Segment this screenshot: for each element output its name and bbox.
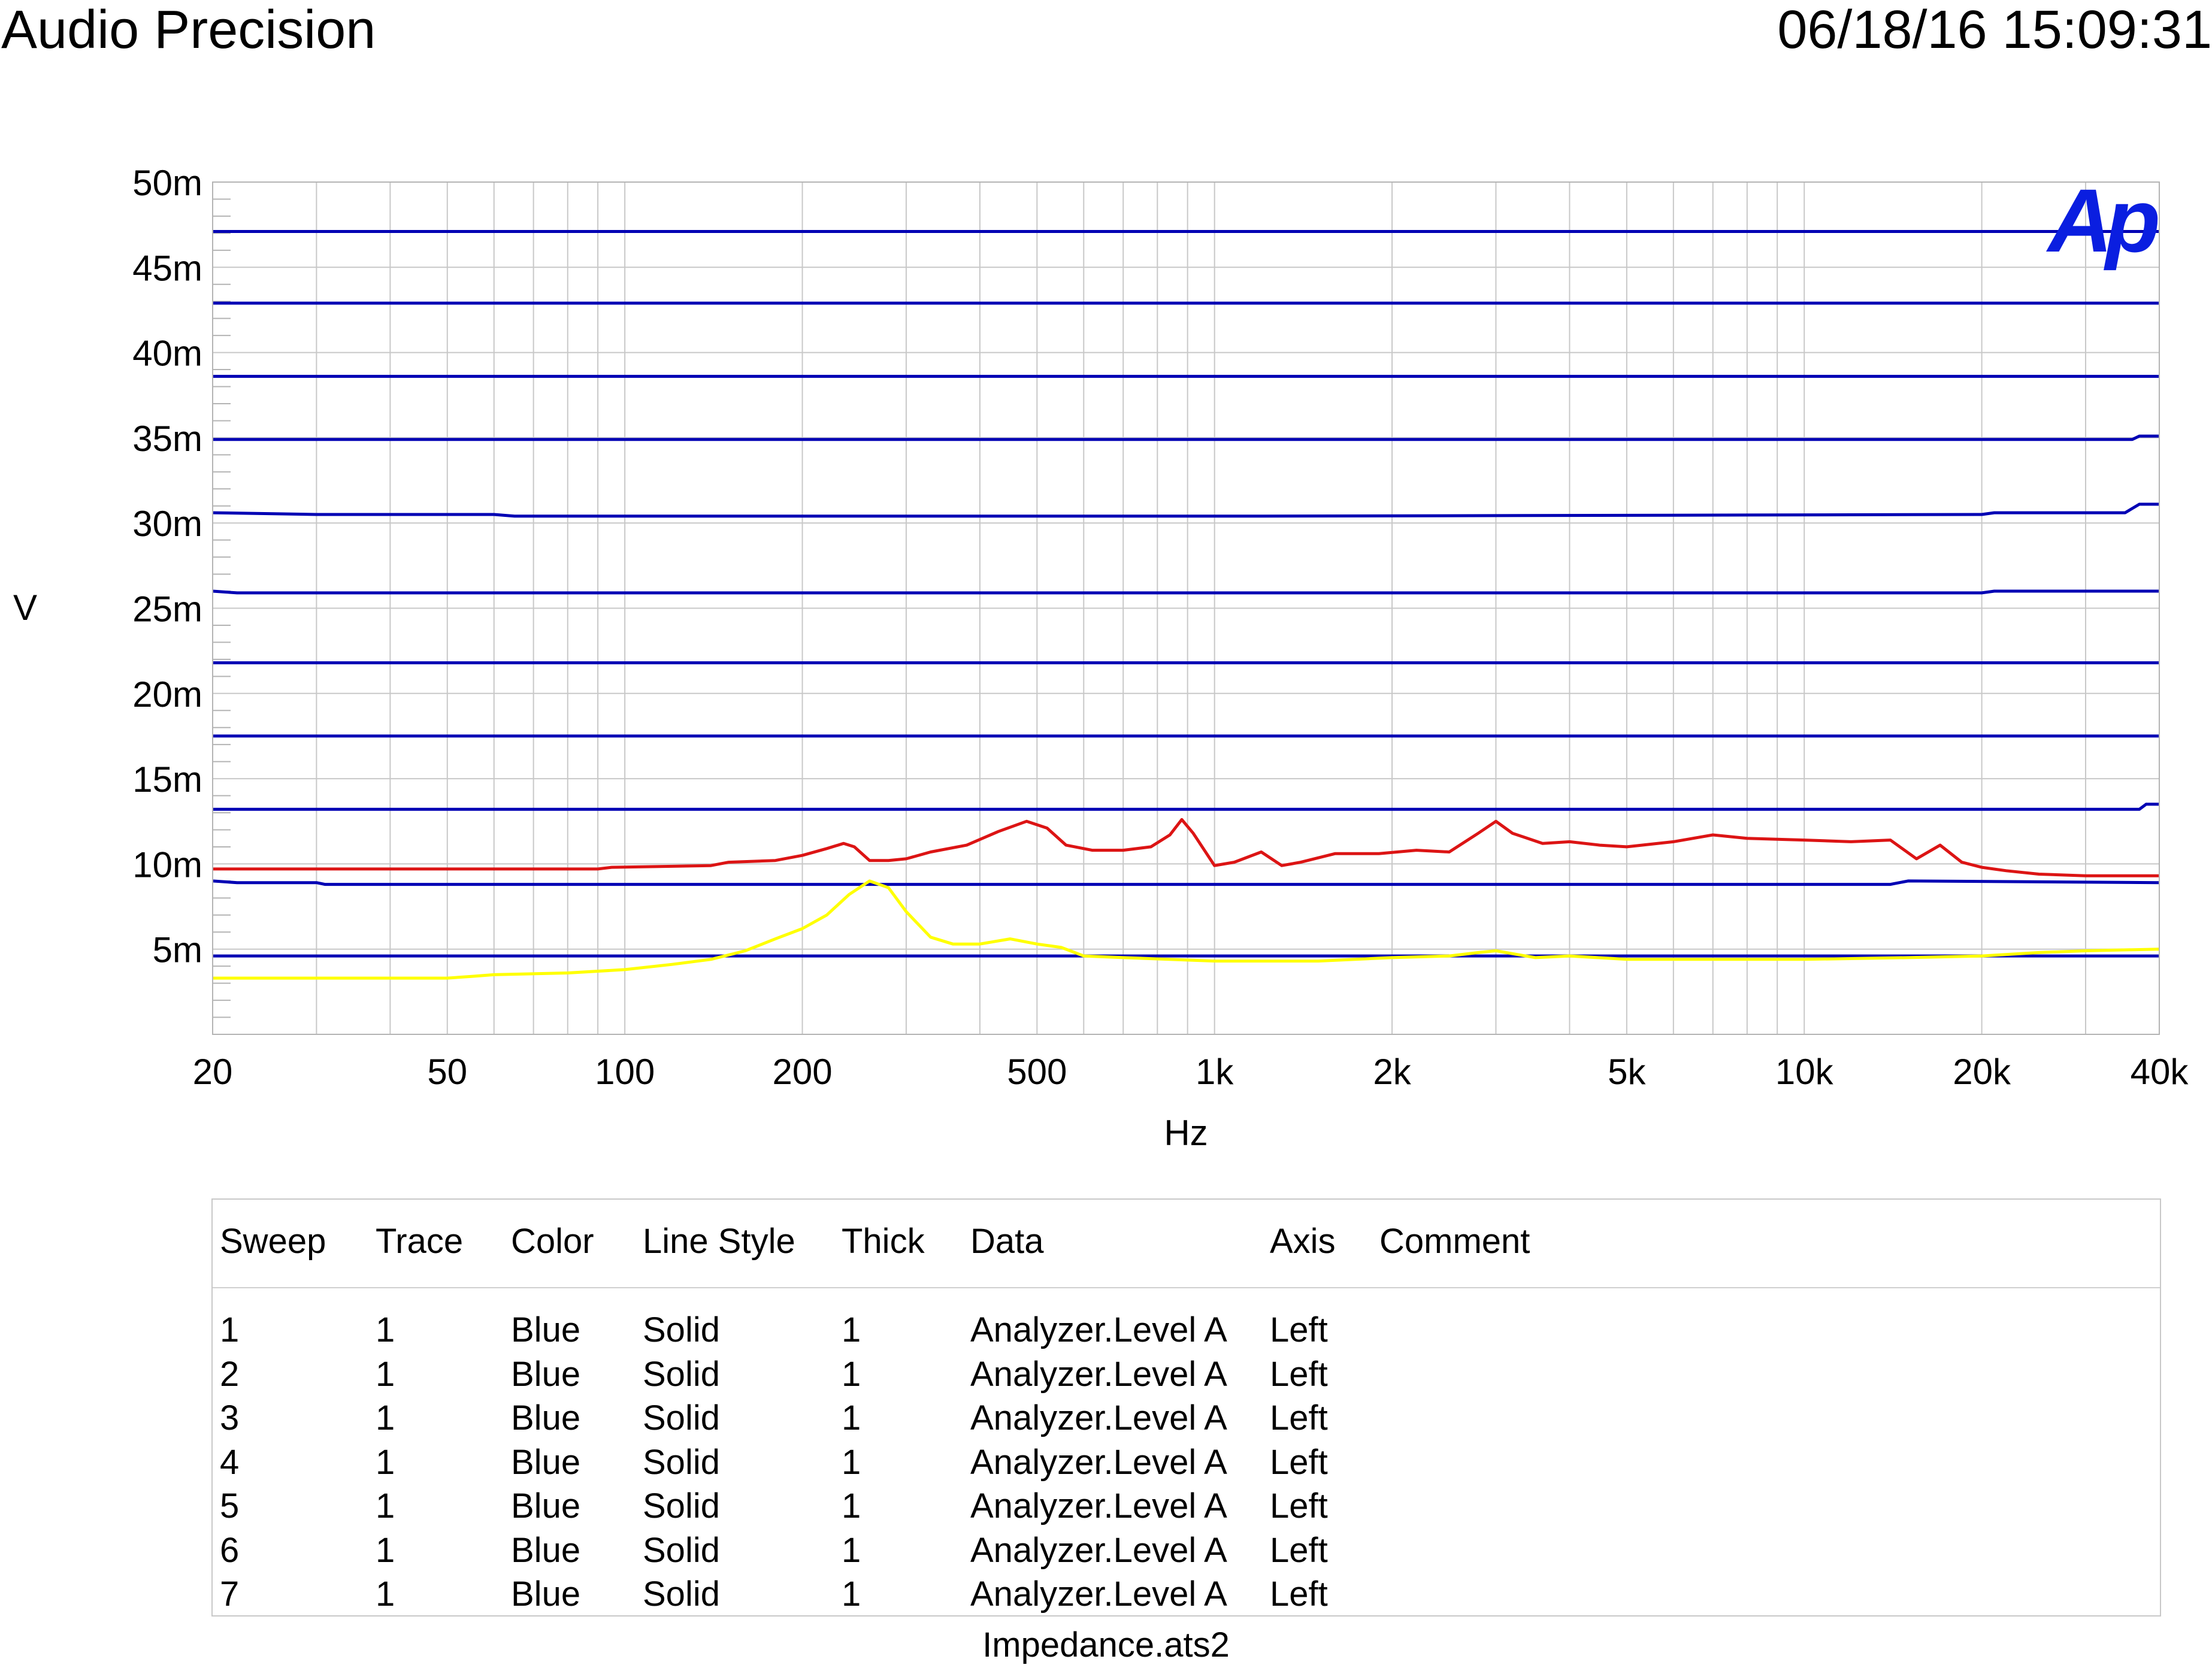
- legend-cell: Analyzer.Level A: [970, 1530, 1227, 1570]
- legend-cell: 1: [376, 1398, 395, 1437]
- y-tick-label: 45m: [132, 248, 202, 288]
- series-line-5: [212, 503, 2159, 518]
- legend-cell: Blue: [511, 1354, 581, 1394]
- legend-cell: 1: [842, 1487, 861, 1525]
- x-tick-label: 500: [1007, 1052, 1067, 1092]
- legend-cell: 1: [842, 1310, 861, 1349]
- file-name: Impedance.ats2: [982, 1625, 1230, 1664]
- y-tick-label: 50m: [132, 163, 202, 203]
- legend-cell: Analyzer.Level A: [970, 1442, 1227, 1482]
- series-line-12: [213, 818, 2159, 877]
- x-tick-label: 200: [772, 1052, 832, 1092]
- y-tick-label: 10m: [132, 844, 202, 885]
- legend-cell: 7: [220, 1575, 240, 1614]
- legend-cell: Left: [1270, 1442, 1328, 1482]
- legend-cell: 1: [842, 1442, 861, 1482]
- timestamp: 06/18/16 15:09:31: [1777, 0, 2212, 60]
- legend-cell: 1: [842, 1575, 861, 1614]
- legend-cell: 3: [220, 1398, 240, 1437]
- y-tick-label: 25m: [132, 589, 202, 629]
- legend-cell: Solid: [643, 1310, 720, 1349]
- y-axis-label: V: [13, 588, 37, 628]
- series-layer: [212, 230, 2160, 980]
- legend-cell: Left: [1270, 1487, 1328, 1525]
- app-title: Audio Precision: [1, 0, 376, 60]
- legend-cell: Blue: [511, 1442, 581, 1482]
- legend-cell: Left: [1270, 1575, 1328, 1614]
- frequency-response-chart: 20 50 100 200 500 1k 2k 5k 10k 20k 40k 50m 45m 40m 35m…: [13, 163, 2189, 1153]
- legend-column-header: Data: [970, 1222, 1044, 1261]
- series-line-6: [212, 589, 2159, 595]
- x-tick-label: 10k: [1775, 1052, 1834, 1092]
- y-tick-label: 30m: [132, 504, 202, 544]
- legend-cell: Blue: [511, 1530, 581, 1570]
- x-axis-label: Hz: [1164, 1113, 1208, 1153]
- tick-labels: 20 50 100 200 500 1k 2k 5k 10k 20k 40k 50m 45m 40m 35m…: [132, 163, 2189, 1092]
- y-tick-label: 20m: [132, 674, 202, 715]
- x-tick-label: 1k: [1196, 1052, 1234, 1092]
- x-tick-label: 100: [595, 1052, 655, 1092]
- legend-cell: Blue: [511, 1310, 581, 1349]
- legend-cell: Left: [1270, 1354, 1328, 1394]
- legend-cell: Solid: [643, 1487, 720, 1525]
- legend-cell: Analyzer.Level A: [970, 1575, 1227, 1614]
- series-line-9: [213, 803, 2159, 811]
- series-line-10: [212, 879, 2160, 886]
- sweep-legend-table: Sweep Trace Color Line Style Thick Data Axis Co…: [211, 1198, 2161, 1617]
- x-tick-label: 5k: [1608, 1052, 1646, 1092]
- legend-cell: Solid: [643, 1354, 720, 1394]
- legend-cell: 1: [376, 1530, 395, 1570]
- plot-frame: [212, 181, 2160, 1035]
- legend-cell: 1: [376, 1354, 395, 1394]
- legend-cell: Solid: [643, 1530, 720, 1570]
- y-tick-label: 40m: [132, 334, 202, 374]
- legend-cell: 2: [220, 1354, 240, 1394]
- series-line-4: [213, 434, 2159, 441]
- legend-cell: Analyzer.Level A: [970, 1310, 1227, 1349]
- x-tick-label: 20: [193, 1052, 233, 1092]
- legend-column-header: Line Style: [643, 1222, 795, 1261]
- legend-cell: 1: [376, 1487, 395, 1525]
- legend-cell: 1: [842, 1530, 861, 1570]
- legend-column-header: Thick: [842, 1222, 925, 1261]
- legend-cell: Blue: [511, 1398, 581, 1437]
- x-tick-label: 2k: [1373, 1052, 1411, 1092]
- legend-cell: 1: [376, 1575, 395, 1614]
- ap-logo: Ap: [2045, 170, 2157, 271]
- legend-cell: Blue: [511, 1487, 581, 1525]
- legend-cell: Analyzer.Level A: [970, 1354, 1227, 1394]
- legend-cell: Left: [1270, 1530, 1328, 1570]
- legend-cell: 1: [842, 1354, 861, 1394]
- y-tick-label: 5m: [153, 930, 202, 970]
- legend-cell: Left: [1270, 1310, 1328, 1349]
- legend-column-header: Sweep: [220, 1222, 326, 1261]
- legend-cell: Solid: [643, 1575, 720, 1614]
- legend-cell: Analyzer.Level A: [970, 1487, 1227, 1525]
- legend-cell: Left: [1270, 1398, 1328, 1437]
- legend-column-header: Comment: [1379, 1222, 1530, 1261]
- legend-column-header: Color: [511, 1222, 594, 1261]
- legend-cell: 1: [220, 1310, 240, 1349]
- legend-column-header: Trace: [376, 1222, 464, 1261]
- legend-cell: Blue: [511, 1575, 581, 1614]
- legend-cell: 1: [376, 1442, 395, 1482]
- x-tick-label: 50: [427, 1052, 467, 1092]
- legend-cell: 1: [376, 1310, 395, 1349]
- x-tick-label: 40k: [2131, 1052, 2189, 1092]
- legend-column-header: Axis: [1270, 1222, 1336, 1261]
- legend-cell: 5: [220, 1487, 240, 1525]
- grid: [212, 181, 2160, 1035]
- series-line-13: [213, 879, 2160, 980]
- legend-header-row: Sweep Trace Color Line Style Thick Data Axis Co…: [213, 1200, 2160, 1288]
- legend-cell: Solid: [643, 1398, 720, 1437]
- legend-cell: Solid: [643, 1442, 720, 1482]
- y-tick-label: 15m: [132, 759, 202, 800]
- y-tick-label: 35m: [132, 419, 202, 459]
- legend-cell: Analyzer.Level A: [970, 1398, 1227, 1437]
- legend-cell: 6: [220, 1530, 240, 1570]
- legend-cell: 4: [220, 1442, 240, 1482]
- x-tick-label: 20k: [1953, 1052, 2011, 1092]
- legend-cell: 1: [842, 1398, 861, 1437]
